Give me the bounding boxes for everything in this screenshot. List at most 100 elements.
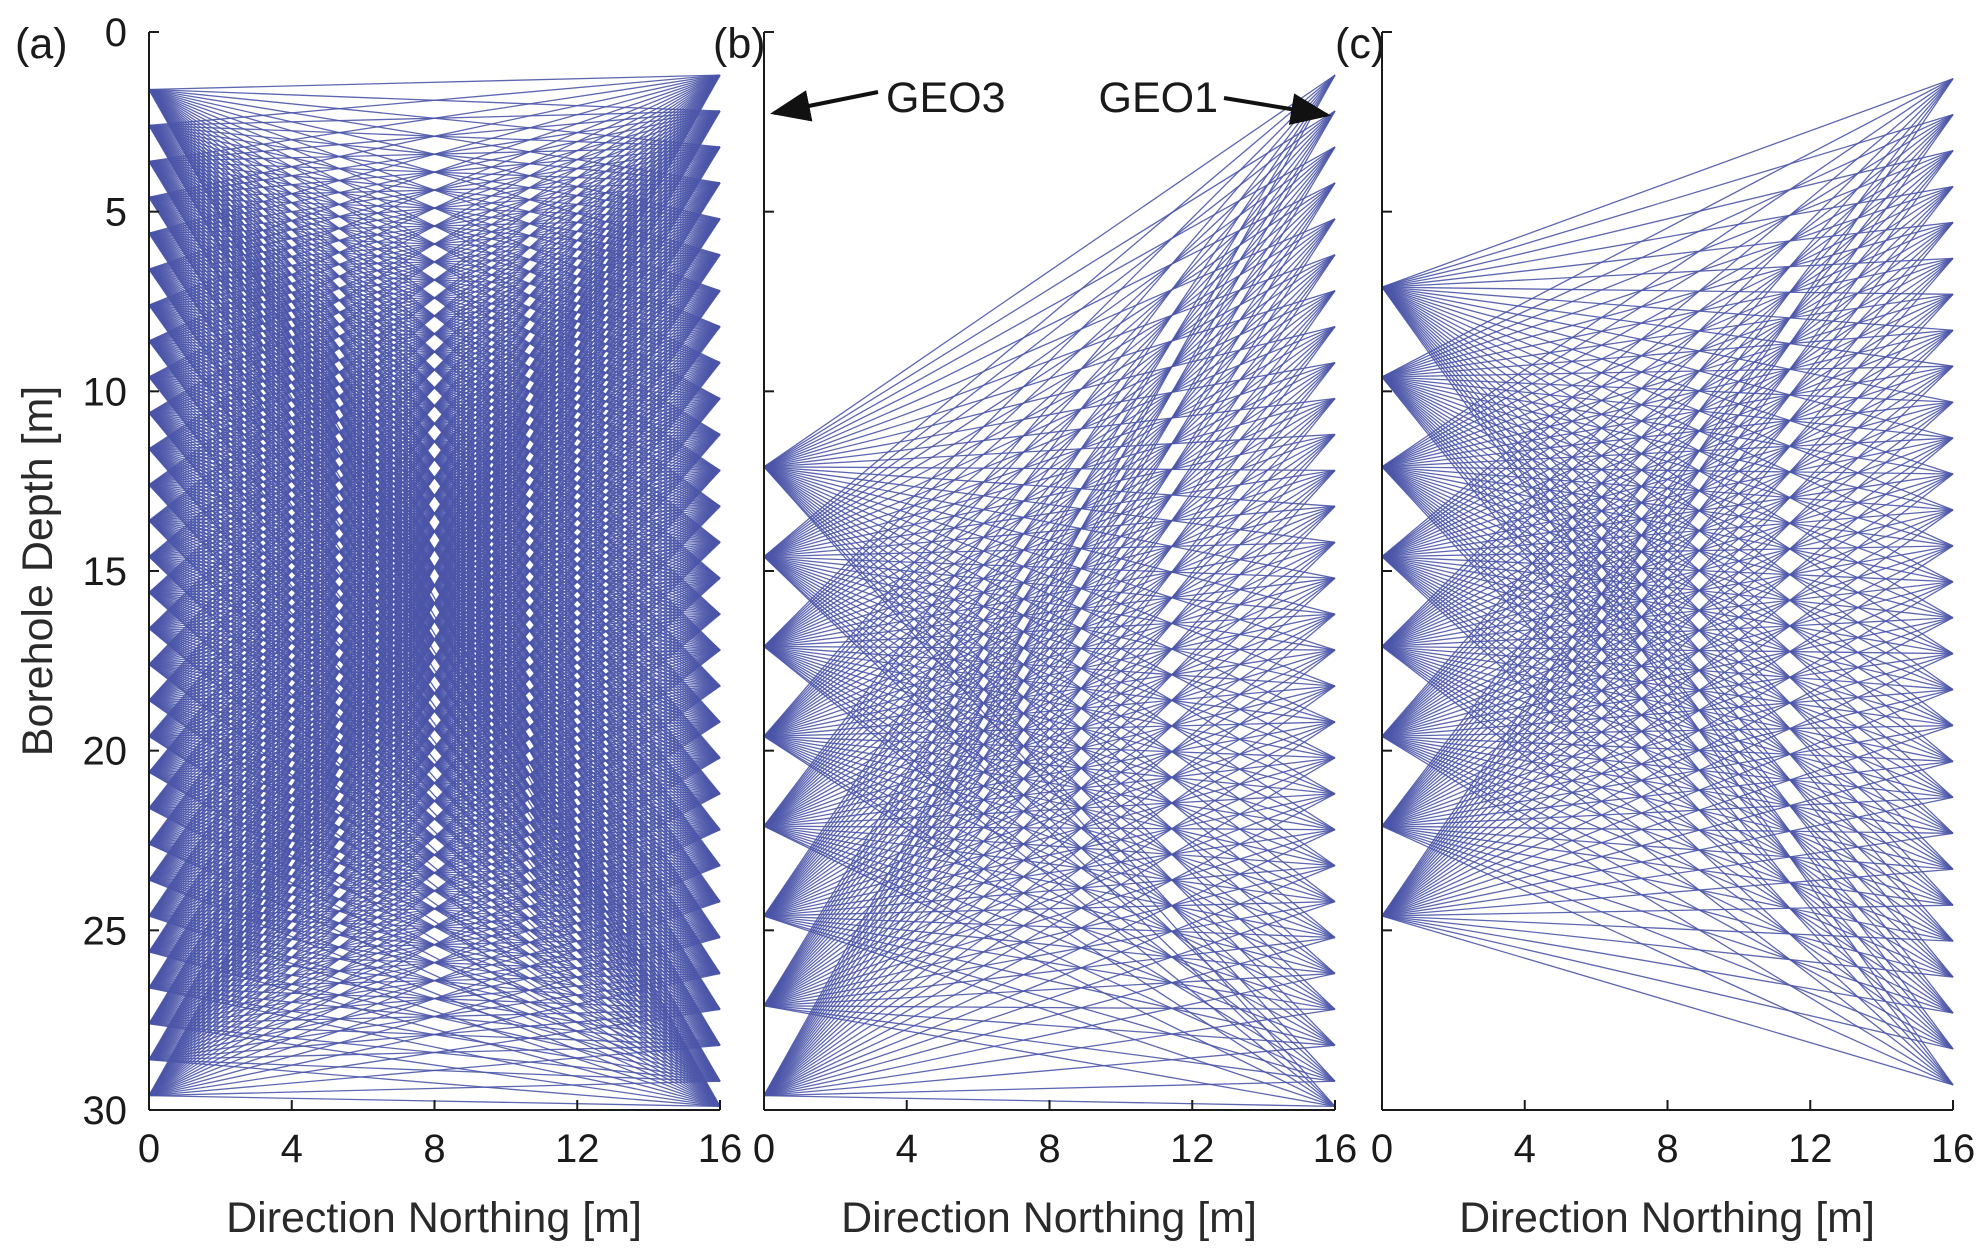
ray-path: [763, 829, 1336, 1007]
ray-path: [1381, 437, 1954, 827]
x-tick-label: 8: [423, 1127, 445, 1171]
ray-path: [148, 74, 721, 486]
ray-path: [148, 699, 721, 1107]
ray-path: [1381, 257, 1954, 917]
ray-path: [148, 74, 721, 91]
ray-path: [1381, 78, 1954, 737]
ray-path: [1381, 257, 1954, 827]
ray-path: [148, 915, 721, 1108]
ray-path: [1381, 437, 1954, 917]
panel-a: 0 4 8 12 16 0 5 10 15 20 25 30 (a) Direction Northi…: [14, 11, 742, 1242]
ray-path: [148, 520, 721, 1107]
ticks: 0 4 8 12 16: [1371, 31, 1976, 1171]
ray-path: [148, 757, 721, 1097]
ray-path: [148, 951, 721, 1108]
ray-path: [763, 1008, 1336, 1097]
ray-path: [148, 649, 721, 1097]
ray-path: [148, 182, 721, 1096]
ray-path: [1381, 760, 1954, 827]
ray-path: [763, 577, 1336, 1007]
ray-path: [1381, 825, 1954, 906]
ray-path: [763, 290, 1336, 1007]
ray-path: [1381, 221, 1954, 468]
ray-path: [148, 74, 721, 414]
panel-b: 0 4 8 12 16 (b) Direction Northing [m] GEO3 …: [713, 20, 1357, 1242]
ray-path: [148, 89, 721, 1107]
ray-path: [763, 218, 1336, 468]
ray-path: [1381, 545, 1954, 827]
ray-path: [148, 793, 721, 1097]
ray-path: [148, 254, 721, 1096]
y-tick-label: 30: [83, 1089, 128, 1133]
ray-path: [763, 1044, 1336, 1097]
geo1-label: GEO1: [1099, 74, 1219, 122]
ray-path: [763, 182, 1336, 1096]
ray-path: [148, 304, 721, 1107]
ray-path: [1381, 114, 1954, 917]
geo1-arrow: [1223, 93, 1331, 125]
ray-path: [763, 74, 1336, 1096]
ray-path: [763, 433, 1336, 1007]
ray-path: [148, 74, 721, 665]
x-tick-label: 4: [896, 1127, 918, 1171]
annotation-geo3: GEO3: [770, 74, 1006, 122]
ray-path: [763, 685, 1336, 1007]
ticks: 0 4 8 12 16: [753, 31, 1358, 1171]
ray-path: [1381, 868, 1954, 917]
x-tick-label: 16: [1931, 1127, 1976, 1171]
ray-path: [763, 182, 1336, 1007]
ray-path: [148, 74, 721, 1096]
ray-path: [148, 879, 721, 1108]
ray-path: [148, 74, 721, 342]
ray-path: [763, 793, 1336, 1097]
y-tick-label: 15: [83, 550, 128, 594]
ray-path: [148, 577, 721, 1097]
ray-path: [148, 74, 721, 127]
ray-path: [763, 254, 1336, 1007]
ray-path: [1381, 825, 1954, 1086]
ray-path: [1381, 760, 1954, 917]
ray-path: [148, 1008, 721, 1097]
ray-path: [1381, 617, 1954, 917]
y-tick-label: 20: [83, 730, 128, 774]
ray-path: [763, 649, 1336, 1097]
ray-path: [763, 505, 1336, 1007]
y-axis-title: Borehole Depth [m]: [14, 386, 62, 756]
ray-path: [148, 663, 721, 1107]
ray-path: [148, 900, 721, 1097]
ray-path: [148, 74, 721, 270]
ray-path: [148, 268, 721, 1107]
ray-path: [148, 74, 721, 629]
ray-path: [1381, 832, 1954, 917]
ray-path: [148, 110, 721, 1096]
ray-path: [763, 326, 1336, 1097]
ray-path: [1381, 617, 1954, 827]
ray-path: [1381, 222, 1954, 827]
ray-path: [1381, 401, 1954, 917]
ray-path: [763, 825, 1336, 1107]
ray-path: [763, 900, 1336, 1007]
y-tick-label: 5: [105, 191, 127, 235]
ray-path: [1381, 114, 1954, 827]
ray-path: [1381, 186, 1954, 827]
ray-path: [148, 829, 721, 1097]
ray-path: [763, 466, 1336, 1107]
x-axis-title: Direction Northing [m]: [226, 1194, 642, 1242]
ray-path: [148, 74, 721, 845]
ray-path: [1381, 796, 1954, 917]
x-tick-label: 16: [1313, 1127, 1358, 1171]
ray-path: [148, 74, 721, 737]
ray-path: [148, 412, 721, 1107]
ray-path: [1381, 150, 1954, 827]
ray-path: [1381, 724, 1954, 917]
ray-path: [148, 74, 721, 953]
ray-path: [148, 1044, 721, 1097]
ray-path: [1381, 509, 1954, 917]
y-tick-label: 10: [83, 370, 128, 414]
ray-path: [763, 757, 1336, 1007]
ray-path: [148, 74, 721, 809]
ray-path: [763, 74, 1336, 468]
ray-path: [1381, 653, 1954, 827]
ray-path: [763, 1005, 1336, 1082]
ray-path: [1381, 915, 1954, 978]
